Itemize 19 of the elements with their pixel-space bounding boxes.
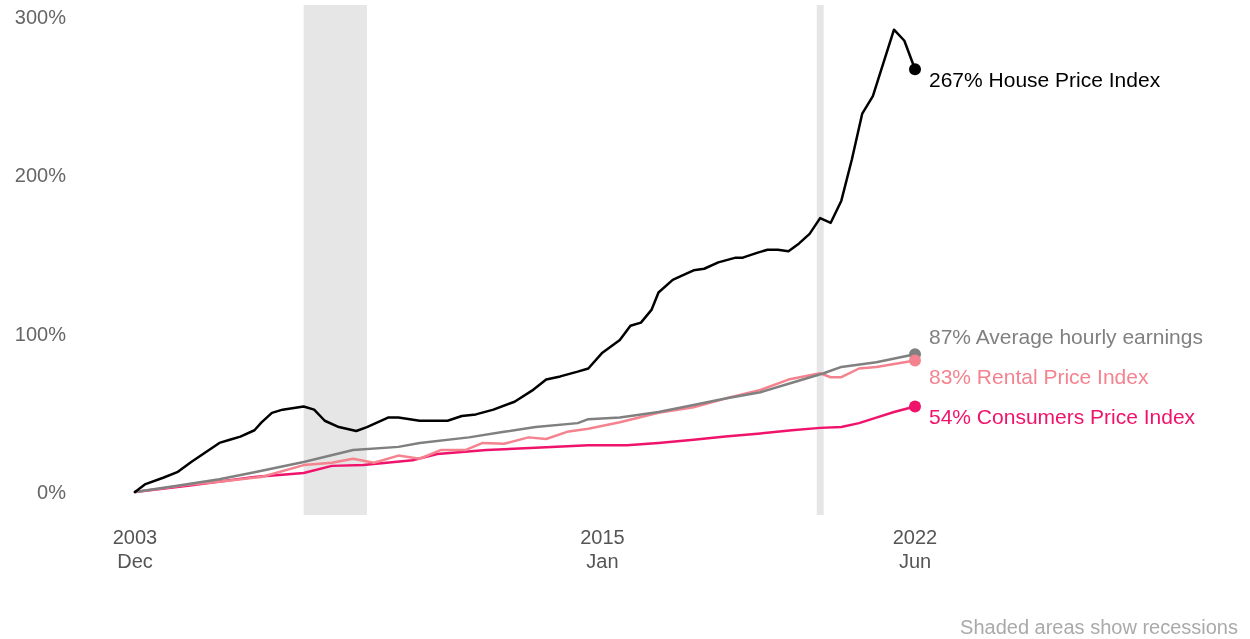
data-label: 267% <box>929 67 983 91</box>
data-label: 54% <box>929 404 972 428</box>
text: Consumers Price Index <box>971 404 1196 428</box>
text: Shaded areas show recessions <box>960 616 1238 638</box>
y-tick-label: 300% <box>14 6 67 28</box>
text: House Price Index <box>982 67 1161 91</box>
y-tick-label: 0% <box>37 481 67 503</box>
y-tick-label: 200% <box>14 164 67 187</box>
y-tick-label: 100% <box>14 322 67 345</box>
point <box>909 354 921 367</box>
x-tick-label: 2003 Dec <box>112 526 158 572</box>
x-tick-label: 2022 Jun <box>892 526 938 572</box>
text: Average hourly earnings <box>971 324 1203 348</box>
data-label: 83% <box>929 364 972 388</box>
point <box>909 63 921 76</box>
point <box>909 400 921 413</box>
x-tick-label: 2015 Jan <box>580 526 625 572</box>
text: Rental Price Index <box>971 364 1149 388</box>
data-label: 87% <box>929 324 972 348</box>
